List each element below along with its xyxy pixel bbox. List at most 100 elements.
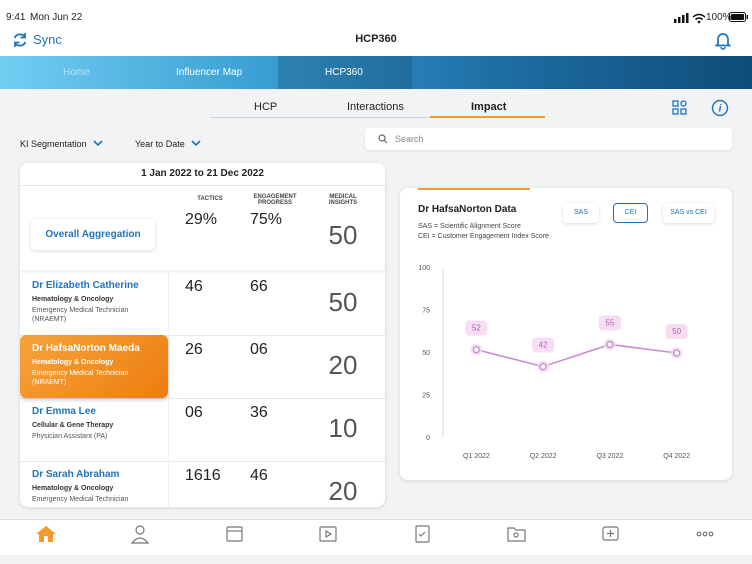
value-label-bg (532, 337, 555, 353)
value-label-bg (598, 315, 621, 331)
hcp-name: Dr HafsaNorton Maeda (32, 343, 140, 354)
hcp-specialty: Hematology & Oncology (32, 296, 114, 303)
progress-ring: 29% (185, 211, 217, 229)
percent-unit: % (202, 211, 218, 228)
nav-active-bg (278, 56, 412, 89)
value-label: 42 (539, 341, 548, 350)
tab-tasks[interactable] (415, 525, 430, 543)
status-time: 9:41 (6, 12, 26, 23)
y-tick-label: 100 (418, 265, 430, 272)
metric-button[interactable]: SAS (563, 203, 599, 223)
search-placeholder: Search (395, 134, 424, 144)
total-count: 6 (258, 341, 268, 358)
row-divider (168, 335, 169, 398)
insights-value: 50 (328, 220, 358, 250)
nav-item[interactable]: Home (63, 67, 90, 78)
done-count: 2 (185, 341, 194, 358)
status-date: Mon Jun 22 (30, 12, 83, 23)
row-divider (20, 461, 385, 462)
nav-item[interactable]: Influencer Map (176, 67, 243, 78)
chevron (191, 140, 201, 147)
series-line (476, 343, 677, 368)
done-count: 0 (185, 404, 194, 421)
chart-accent (418, 188, 530, 190)
tab-more[interactable] (696, 531, 714, 537)
tab[interactable]: Interactions (347, 101, 404, 113)
column-header: ENGAGEMENT PROGRESS (253, 194, 297, 206)
info-icon[interactable]: i (711, 99, 729, 117)
hcp-cell[interactable]: Dr HafsaNorton Maeda Hematology & Oncolog… (20, 335, 168, 398)
filter-dropdown[interactable]: KI Segmentation (20, 139, 87, 149)
percent-value: 75% (250, 211, 282, 228)
hcp-cell[interactable]: Dr Sarah Abraham Hematology & Oncology Eme… (20, 461, 168, 507)
aggregation-button[interactable]: Overall Aggregation (31, 219, 155, 250)
tab[interactable]: HCP (254, 101, 278, 113)
search-box[interactable] (365, 128, 732, 150)
insights-value: 10 (328, 413, 358, 443)
insights-value: 20 (328, 476, 358, 506)
total-count: 6 (258, 467, 268, 484)
progress-ring: 66 (250, 278, 268, 296)
metric-button[interactable]: SAS vs CEI (663, 203, 714, 223)
value-label: 50 (672, 327, 681, 336)
grid-view-icon[interactable] (672, 100, 688, 116)
total-count: 6 (193, 341, 203, 358)
hcp-specialty: Hematology & Oncology (32, 359, 114, 366)
hcp-name: Dr Elizabeth Catherine (32, 280, 139, 291)
hcp-role: Emergency Medical Technician (NRAEMT) (32, 370, 129, 386)
column-header: TACTICS (197, 196, 223, 202)
hcp-specialty: Hematology & Oncology (32, 485, 114, 492)
sync-button[interactable]: Sync (33, 32, 62, 47)
total-count: 6 (193, 404, 203, 421)
value-label: 55 (605, 319, 614, 328)
x-tick-label: Q2 2022 (530, 453, 557, 460)
nav-item[interactable]: HCP360 (325, 67, 363, 78)
chart-note: SAS = Scientific Alignment Score (418, 223, 521, 230)
total-count: 6 (258, 404, 268, 421)
filter-dropdown[interactable]: Year to Date (135, 139, 185, 149)
line-chart: 0 25 50 75 100 Q1 2022 Q2 2022 Q3 2022 Q4 2022 52… (418, 265, 690, 460)
chart-title: Dr HafsaNorton Data (418, 204, 517, 215)
percent-value: 29% (185, 211, 217, 228)
search-icon (378, 134, 388, 144)
hcp-cell[interactable]: Dr Emma Lee Cellular & Gene Therapy Physic… (20, 398, 168, 461)
tab-add[interactable] (602, 526, 619, 541)
app-title: HCP360 (355, 33, 397, 45)
y-tick-label: 25 (422, 392, 430, 399)
metric-button[interactable]: CEI (613, 203, 648, 223)
column-header: MEDICAL INSIGHTS (328, 194, 358, 206)
tab-contacts[interactable] (130, 525, 150, 544)
data-point (606, 340, 614, 349)
tab-home[interactable] (36, 526, 56, 542)
value-label-bg (665, 324, 688, 339)
bottom-tab-bar (0, 519, 752, 555)
hcp-specialty: Cellular & Gene Therapy (32, 422, 114, 429)
row-divider (20, 335, 385, 336)
progress-ring: 36 (250, 404, 268, 422)
y-tick-label: 75 (422, 307, 430, 314)
y-tick-label: 0 (426, 435, 430, 442)
data-point (472, 345, 481, 354)
data-point (539, 362, 547, 371)
value-label: 52 (472, 324, 481, 333)
tab-calendar[interactable] (226, 526, 243, 542)
tab-folder[interactable] (507, 527, 526, 542)
tab-media[interactable] (319, 526, 337, 542)
hcp-cell[interactable]: Dr Elizabeth Catherine Hematology & Oncol… (20, 272, 168, 335)
sync-icon[interactable] (11, 31, 29, 49)
progress-ring: 46 (250, 467, 268, 485)
hcp-table: 1 Jan 2022 to 21 Dec 2022 TACTICS ENGAGE… (20, 163, 385, 507)
notifications-icon[interactable] (714, 30, 732, 50)
done-count: 4 (250, 467, 259, 484)
percent-number: 75 (250, 211, 268, 228)
tab[interactable]: Impact (471, 101, 507, 113)
hcp-name: Dr Emma Lee (32, 406, 96, 417)
chart-card: Dr HafsaNorton Data SAS = Scientific Ali… (400, 188, 732, 480)
nav-bar (0, 56, 752, 89)
progress-ring: 06 (250, 341, 268, 359)
home-indicator-area (0, 555, 752, 564)
svg-text:i: i (719, 104, 722, 115)
row-divider (168, 272, 169, 335)
total-count: 6 (193, 278, 203, 295)
x-tick-label: Q1 2022 (463, 453, 490, 460)
